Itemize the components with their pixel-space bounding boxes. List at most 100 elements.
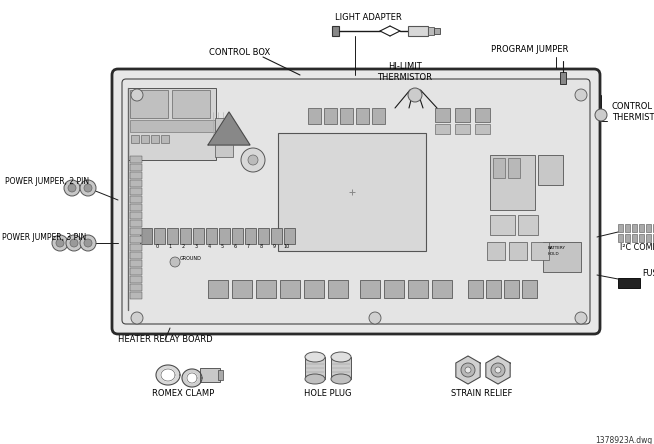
Text: PROGRAM JUMPER: PROGRAM JUMPER bbox=[491, 45, 569, 55]
Polygon shape bbox=[456, 356, 480, 384]
Text: 5: 5 bbox=[220, 245, 224, 250]
Polygon shape bbox=[156, 365, 180, 385]
Text: HEATER RELAY BOARD: HEATER RELAY BOARD bbox=[118, 336, 213, 345]
Bar bbox=[493, 158, 505, 178]
Bar bbox=[130, 220, 142, 227]
Polygon shape bbox=[161, 369, 175, 381]
Bar bbox=[130, 252, 142, 259]
Bar bbox=[618, 234, 623, 242]
Circle shape bbox=[68, 184, 76, 192]
Bar bbox=[522, 280, 537, 298]
Bar bbox=[161, 135, 169, 143]
Text: GROUND: GROUND bbox=[180, 255, 202, 261]
Bar bbox=[490, 155, 535, 210]
Bar bbox=[130, 292, 142, 299]
Circle shape bbox=[80, 180, 96, 196]
Bar bbox=[130, 156, 142, 163]
Bar bbox=[434, 28, 440, 34]
Text: HOLD: HOLD bbox=[548, 252, 560, 256]
Bar bbox=[215, 142, 233, 157]
Text: 0: 0 bbox=[156, 245, 158, 250]
Bar bbox=[432, 280, 452, 298]
Circle shape bbox=[369, 312, 381, 324]
Bar bbox=[130, 120, 215, 132]
Bar bbox=[328, 280, 348, 298]
Bar bbox=[653, 234, 654, 242]
Text: LIGHT ADAPTER: LIGHT ADAPTER bbox=[335, 13, 402, 23]
Text: FUSE: FUSE bbox=[642, 270, 654, 278]
Bar bbox=[625, 224, 630, 232]
Circle shape bbox=[575, 89, 587, 101]
Text: 1378923A.dwg: 1378923A.dwg bbox=[595, 436, 652, 444]
Circle shape bbox=[241, 148, 265, 172]
Text: 2: 2 bbox=[181, 245, 184, 250]
Bar bbox=[509, 242, 527, 260]
Bar bbox=[543, 242, 581, 272]
Text: 6: 6 bbox=[233, 245, 237, 250]
Circle shape bbox=[131, 89, 143, 101]
Bar bbox=[258, 228, 269, 244]
Bar bbox=[332, 26, 339, 36]
Ellipse shape bbox=[305, 374, 325, 384]
Bar bbox=[278, 133, 426, 251]
Text: 8: 8 bbox=[260, 245, 262, 250]
Text: CONTROL BOX: CONTROL BOX bbox=[209, 48, 271, 58]
Bar bbox=[130, 228, 142, 235]
Bar bbox=[193, 228, 204, 244]
Bar bbox=[130, 180, 142, 187]
Bar bbox=[632, 224, 637, 232]
Bar bbox=[219, 228, 230, 244]
Bar bbox=[284, 228, 295, 244]
Bar bbox=[504, 280, 519, 298]
Bar bbox=[646, 224, 651, 232]
Text: 7: 7 bbox=[247, 245, 250, 250]
Circle shape bbox=[70, 239, 78, 247]
Bar bbox=[487, 242, 505, 260]
Bar bbox=[280, 280, 300, 298]
Bar bbox=[384, 280, 404, 298]
Bar bbox=[215, 118, 233, 140]
Text: 3: 3 bbox=[194, 245, 198, 250]
Bar bbox=[475, 124, 490, 134]
Bar bbox=[128, 88, 216, 160]
Bar bbox=[538, 155, 563, 185]
Circle shape bbox=[84, 184, 92, 192]
Bar bbox=[131, 135, 139, 143]
Bar bbox=[618, 224, 623, 232]
FancyBboxPatch shape bbox=[112, 69, 600, 334]
Bar bbox=[455, 108, 470, 122]
Bar bbox=[130, 196, 142, 203]
Bar bbox=[130, 236, 142, 243]
Bar bbox=[340, 108, 353, 124]
Circle shape bbox=[248, 155, 258, 165]
Text: I²C COMM HUB: I²C COMM HUB bbox=[620, 243, 654, 253]
Bar bbox=[518, 215, 538, 235]
Text: 9: 9 bbox=[273, 245, 275, 250]
Bar bbox=[486, 280, 501, 298]
Bar bbox=[130, 204, 142, 211]
Bar bbox=[305, 357, 325, 379]
Ellipse shape bbox=[305, 352, 325, 362]
Bar bbox=[408, 280, 428, 298]
Bar bbox=[468, 280, 483, 298]
Circle shape bbox=[170, 257, 180, 267]
Bar bbox=[200, 368, 220, 382]
Circle shape bbox=[64, 180, 80, 196]
Bar bbox=[130, 172, 142, 179]
Bar bbox=[455, 124, 470, 134]
Bar bbox=[435, 108, 450, 122]
Bar bbox=[208, 280, 228, 298]
Text: 10: 10 bbox=[284, 245, 290, 250]
Bar bbox=[232, 228, 243, 244]
Bar bbox=[232, 280, 252, 298]
FancyBboxPatch shape bbox=[122, 79, 590, 324]
Circle shape bbox=[465, 367, 471, 373]
Text: POWER JUMPER, 2 PIN: POWER JUMPER, 2 PIN bbox=[5, 178, 89, 186]
Bar bbox=[218, 370, 223, 380]
Text: CONTROL
THERMISTOR: CONTROL THERMISTOR bbox=[612, 102, 654, 122]
Bar bbox=[531, 242, 549, 260]
Text: 1: 1 bbox=[169, 245, 171, 250]
Circle shape bbox=[495, 367, 501, 373]
Circle shape bbox=[595, 109, 607, 121]
Bar bbox=[130, 212, 142, 219]
